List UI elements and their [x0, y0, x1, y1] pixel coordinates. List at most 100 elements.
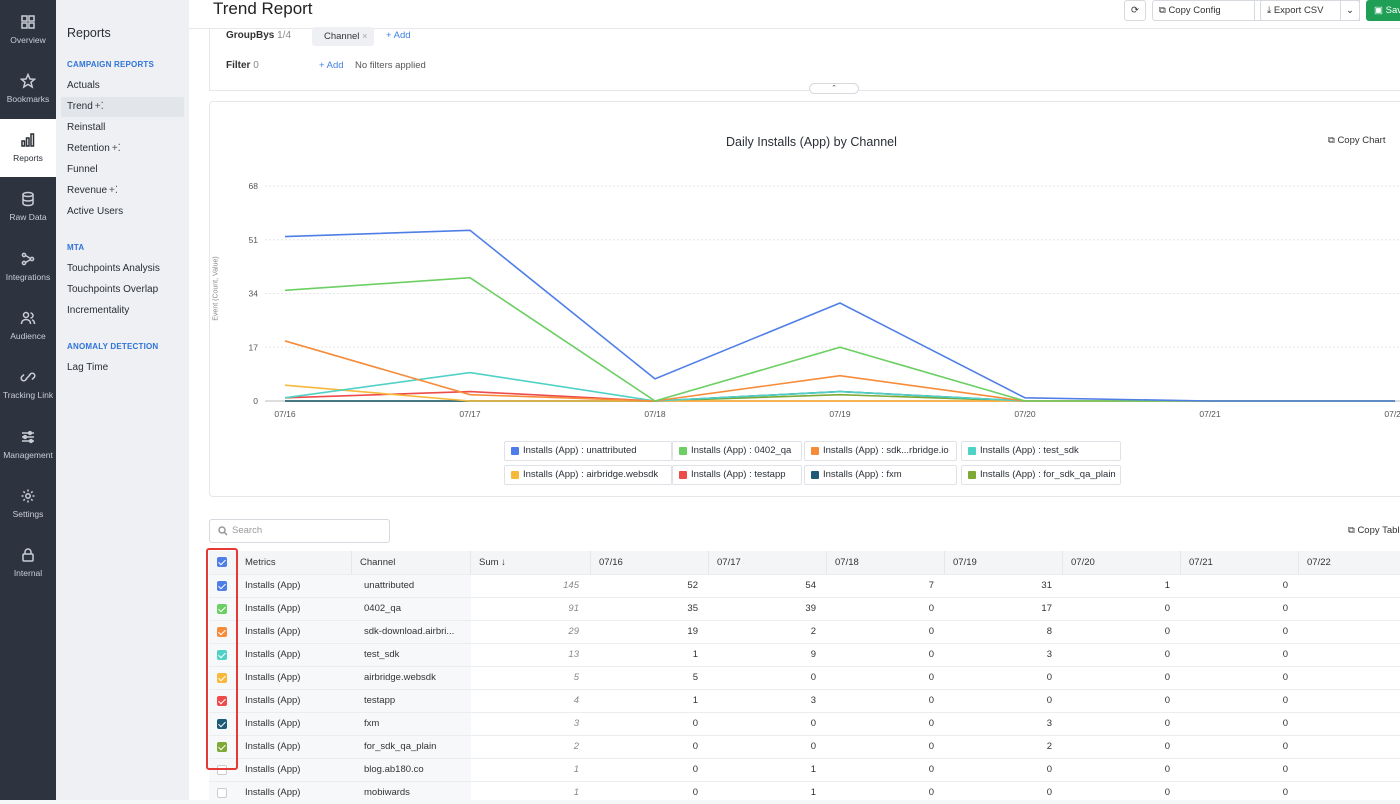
cell-value: 0	[928, 626, 934, 637]
export-dropdown[interactable]: ⌄	[1340, 0, 1360, 21]
table-row[interactable]: Installs (App)0402_qa913539017000	[209, 597, 1400, 620]
table-row[interactable]: Installs (App) unattributed 145 52 54 7 31 1 00	[209, 574, 1400, 597]
legend-swatch	[811, 471, 819, 479]
bar-chart-icon	[21, 133, 35, 147]
cell-value: 0	[810, 672, 816, 683]
subnav-item-reinstall[interactable]: Reinstall	[67, 122, 106, 133]
users-icon	[20, 311, 36, 325]
row-checkbox[interactable]	[217, 581, 227, 591]
add-filter-link[interactable]: + Add	[319, 60, 344, 71]
legend-item[interactable]: Installs (App) : fxm	[804, 465, 957, 485]
rail-item-label: Management	[3, 449, 53, 460]
nodes-icon	[21, 252, 35, 266]
cell-value: 0	[1164, 649, 1170, 660]
sparkle-icon: +⁚	[109, 185, 119, 196]
row-checkbox[interactable]	[217, 788, 227, 798]
rail-item-integrations[interactable]: Integrations	[0, 237, 56, 295]
subnav-item-trend[interactable]: Trend +⁚	[61, 97, 184, 117]
subnav-item-incrementality[interactable]: Incrementality	[67, 305, 130, 316]
rail-item-raw-data[interactable]: Raw Data	[0, 178, 56, 236]
column-header-date[interactable]: 07/19	[945, 551, 1063, 574]
star-icon	[20, 72, 36, 89]
cell-value: 0	[1164, 741, 1170, 752]
copy-chart-button[interactable]: ⧉ Copy Chart	[1328, 135, 1386, 146]
cell-metric: Installs (App)	[245, 741, 301, 752]
close-icon[interactable]: ×	[362, 31, 368, 42]
save-button[interactable]: ▣ Save	[1366, 0, 1400, 21]
legend-item[interactable]: Installs (App) : 0402_qa	[672, 441, 802, 461]
cell-value: 0	[1046, 764, 1052, 775]
rail-item-management[interactable]: Management	[0, 415, 56, 473]
row-checkbox[interactable]	[217, 673, 227, 683]
column-header-date[interactable]: 07/18	[827, 551, 945, 574]
row-checkbox[interactable]	[217, 742, 227, 752]
table-row[interactable]: Installs (App)for_sdk_qa_plain20002000	[209, 735, 1400, 758]
subnav-item-retention[interactable]: Retention +⁚	[67, 143, 121, 154]
copy-config-button[interactable]: ⧉ Copy Config	[1152, 0, 1255, 21]
table-row[interactable]: Installs (App)test_sdk131903000	[209, 643, 1400, 666]
rail-item-tracking-link[interactable]: Tracking Link	[0, 356, 56, 414]
rail-item-overview[interactable]: Overview	[0, 0, 56, 58]
subnav-item-actuals[interactable]: Actuals	[67, 80, 100, 91]
column-header-date[interactable]: 07/16	[591, 551, 709, 574]
column-header-channel[interactable]: Channel	[352, 551, 471, 574]
table-row[interactable]: Installs (App)airbridge.websdk55000000	[209, 666, 1400, 689]
cell-value: 0	[928, 695, 934, 706]
subnav-item-revenue[interactable]: Revenue +⁚	[67, 185, 119, 196]
top-bar: Trend Report ⟳ ⧉ Copy Config ⌄ ⤓ Export …	[189, 0, 1400, 29]
subnav-item-active-users[interactable]: Active Users	[67, 206, 124, 217]
report-config-panel: GroupBys 1/4 Channel × + Add Filter 0 + …	[209, 27, 1400, 94]
collapse-config-button[interactable]: ⌃	[809, 83, 859, 94]
legend-item[interactable]: Installs (App) : test_sdk	[961, 441, 1121, 461]
cell-value: 0	[1282, 580, 1288, 591]
subnav-item-touchpoints-analysis[interactable]: Touchpoints Analysis	[67, 263, 160, 274]
table-search-input[interactable]: Search	[209, 519, 390, 543]
copy-table-button[interactable]: ⧉ Copy Table	[1348, 525, 1400, 536]
legend-item[interactable]: Installs (App) : airbridge.websdk	[504, 465, 672, 485]
row-checkbox[interactable]	[217, 719, 227, 729]
rail-item-internal[interactable]: Internal	[0, 534, 56, 592]
cell-value: 0	[810, 741, 816, 752]
table-row[interactable]: Installs (App)blog.ab180.co10100000	[209, 758, 1400, 781]
legend-item[interactable]: Installs (App) : for_sdk_qa_plain	[961, 465, 1121, 485]
x-tick-label: 07/16	[274, 409, 296, 419]
rail-item-audience[interactable]: Audience	[0, 297, 56, 355]
column-header-date[interactable]: 07/22	[1299, 551, 1400, 574]
row-checkbox[interactable]	[217, 604, 227, 614]
x-tick-label: 07/19	[829, 409, 851, 419]
add-groupby-link[interactable]: + Add	[386, 30, 411, 41]
subnav-item-lag-time[interactable]: Lag Time	[67, 362, 109, 373]
column-header-metrics[interactable]: Metrics	[237, 551, 352, 574]
table-row[interactable]: Installs (App) sdk-download.airbri... 29 19…	[209, 620, 1400, 643]
sliders-icon	[22, 430, 34, 443]
column-header-sum[interactable]: Sum ↓	[471, 551, 591, 574]
export-csv-button[interactable]: ⤓ Export CSV	[1260, 0, 1360, 21]
row-checkbox[interactable]	[217, 627, 227, 637]
subnav-item-touchpoints-overlap[interactable]: Touchpoints Overlap	[67, 284, 159, 295]
groupby-chip-channel[interactable]: Channel ×	[312, 27, 374, 46]
legend-item[interactable]: Installs (App) : sdk...rbridge.io	[804, 441, 957, 461]
cell-value: 0	[692, 787, 698, 798]
row-checkbox[interactable]	[217, 765, 227, 775]
subnav-item-funnel[interactable]: Funnel	[67, 164, 98, 175]
cell-channel: airbridge.websdk	[364, 672, 436, 683]
column-header-date[interactable]: 07/17	[709, 551, 827, 574]
table-row[interactable]: Installs (App)testapp41300000	[209, 689, 1400, 712]
rail-item-reports[interactable]: Reports	[0, 118, 56, 177]
cell-value: 0	[928, 672, 934, 683]
row-checkbox[interactable]	[217, 696, 227, 706]
table-row[interactable]: Installs (App)fxm30003000	[209, 712, 1400, 735]
rail-item-settings[interactable]: Settings	[0, 474, 56, 532]
table-row[interactable]: Installs (App)mobiwards10100000	[209, 781, 1400, 804]
refresh-button[interactable]: ⟳	[1124, 0, 1146, 21]
legend-item[interactable]: Installs (App) : unattributed	[504, 441, 672, 461]
row-checkbox[interactable]	[217, 650, 227, 660]
cell-value: 17	[1041, 603, 1052, 614]
column-header-date[interactable]: 07/21	[1181, 551, 1299, 574]
select-all-checkbox[interactable]	[217, 557, 227, 567]
grid-icon	[21, 14, 35, 29]
rail-item-bookmarks[interactable]: Bookmarks	[0, 59, 56, 117]
column-header-date[interactable]: 07/20	[1063, 551, 1181, 574]
legend-item[interactable]: Installs (App) : testapp	[672, 465, 802, 485]
cell-value: 0	[1164, 626, 1170, 637]
